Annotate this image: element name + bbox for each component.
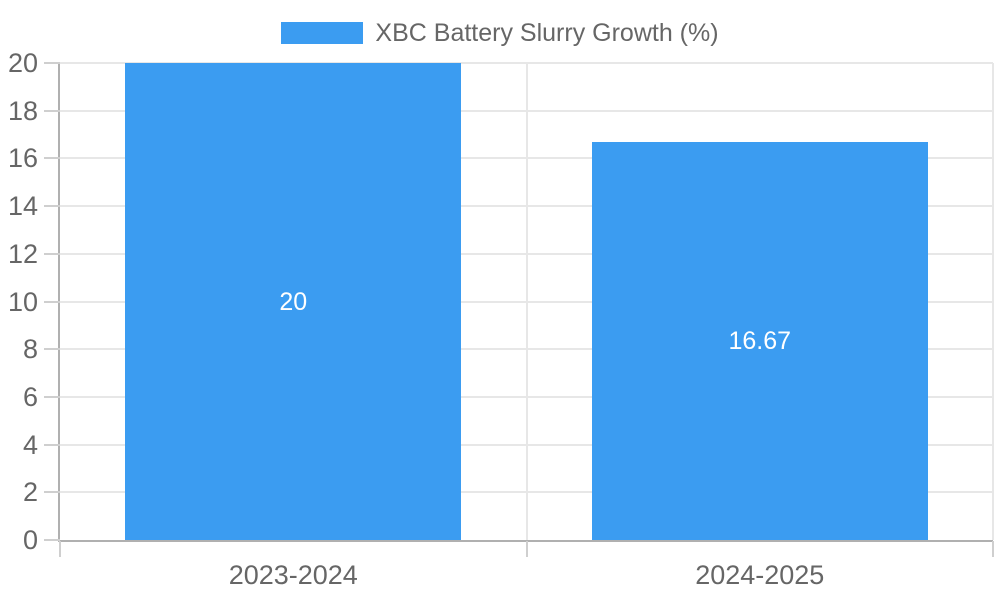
- y-tick-label: 4: [22, 429, 38, 460]
- y-tick-label: 18: [7, 95, 38, 126]
- x-axis-tick: [992, 541, 994, 557]
- y-tick-label: 10: [7, 286, 38, 317]
- y-axis-tick: [44, 300, 60, 303]
- bar-value-label: 20: [279, 287, 308, 316]
- y-axis-tick: [44, 157, 60, 160]
- gridline: [525, 63, 528, 540]
- x-tick-label: 2023-2024: [228, 560, 358, 590]
- y-tick-label: 20: [7, 48, 38, 78]
- legend-swatch-icon: [281, 22, 364, 44]
- gridline: [992, 63, 994, 540]
- bar[interactable]: 16.67: [591, 142, 928, 540]
- y-tick-label: 0: [22, 525, 38, 555]
- plot-area: 20 16.67: [60, 62, 994, 540]
- y-tick-label: 8: [22, 334, 38, 365]
- y-tick-label: 16: [7, 143, 38, 174]
- legend-label: XBC Battery Slurry Growth (%): [375, 19, 719, 47]
- bar[interactable]: 20: [125, 63, 462, 540]
- y-tick-label: 2: [22, 477, 38, 508]
- y-axis-tick: [44, 491, 60, 494]
- y-tick-label: 6: [22, 381, 38, 412]
- y-axis-tick: [44, 395, 60, 398]
- y-axis-tick: [44, 539, 60, 541]
- y-axis-tick: [44, 348, 60, 351]
- bar-value-label: 16.67: [728, 327, 792, 356]
- y-tick-label: 14: [7, 191, 38, 222]
- x-axis-tick: [525, 541, 528, 557]
- y-axis-tick: [44, 205, 60, 208]
- y-axis-tick: [44, 109, 60, 112]
- x-tick-label: 2024-2025: [695, 560, 825, 590]
- y-axis-tick: [44, 252, 60, 255]
- x-axis-tick: [59, 541, 61, 557]
- y-tick-label: 12: [7, 238, 38, 269]
- y-axis-tick: [44, 443, 60, 446]
- legend[interactable]: XBC Battery Slurry Growth (%): [0, 18, 1000, 48]
- y-axis-tick: [44, 62, 60, 64]
